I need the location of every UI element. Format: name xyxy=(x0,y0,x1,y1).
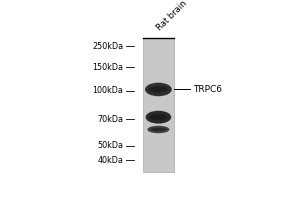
Ellipse shape xyxy=(151,128,166,131)
Text: 150kDa: 150kDa xyxy=(92,63,124,72)
Text: TRPC6: TRPC6 xyxy=(193,85,222,94)
Text: Rat brain: Rat brain xyxy=(155,0,189,32)
Text: 100kDa: 100kDa xyxy=(93,86,124,95)
Text: 250kDa: 250kDa xyxy=(92,42,124,51)
Ellipse shape xyxy=(149,114,167,120)
Text: 50kDa: 50kDa xyxy=(98,141,124,150)
Ellipse shape xyxy=(149,86,168,93)
Text: 40kDa: 40kDa xyxy=(98,156,124,165)
Ellipse shape xyxy=(147,126,170,133)
Ellipse shape xyxy=(146,111,171,124)
Ellipse shape xyxy=(145,83,172,96)
Bar xyxy=(143,38,173,172)
Text: 70kDa: 70kDa xyxy=(98,115,124,124)
